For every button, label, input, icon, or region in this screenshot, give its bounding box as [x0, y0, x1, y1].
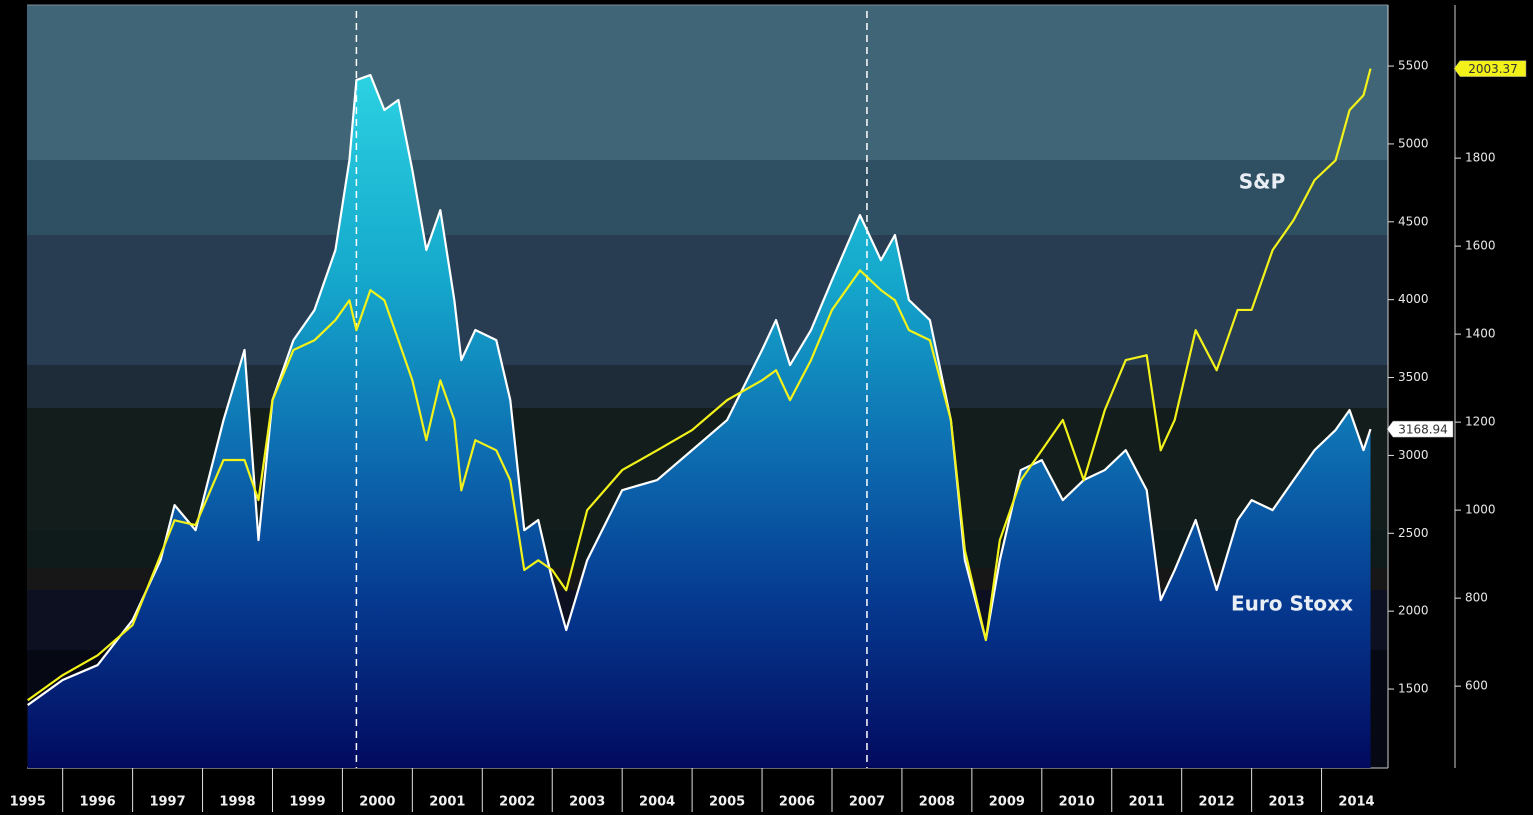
y-tick-label: 4000 [1398, 292, 1429, 306]
y-tick-label: 2000 [1398, 604, 1429, 618]
series-label: Euro Stoxx [1231, 592, 1353, 616]
x-tick-label: 2000 [359, 795, 395, 810]
value-tag-label: 3168.94 [1398, 423, 1448, 437]
x-tick-label: 2008 [919, 795, 955, 810]
x-tick-label: 1996 [80, 795, 116, 810]
value-tag [1386, 420, 1454, 438]
y-tick-label: 3500 [1398, 370, 1429, 384]
x-tick-label: 2006 [779, 795, 815, 810]
y-tick-label: 3000 [1398, 448, 1429, 462]
x-tick-label: 2005 [709, 795, 745, 810]
y-tick-label: 5000 [1398, 136, 1429, 150]
x-tick-label: 1999 [289, 795, 325, 810]
x-tick-label: 2011 [1129, 795, 1165, 810]
x-tick-label: 2007 [849, 795, 885, 810]
area-fill [27, 75, 1371, 768]
x-tick-label: 1995 [10, 795, 46, 810]
y2-tick-label: 1600 [1465, 239, 1496, 253]
series-label: S&P [1239, 170, 1286, 194]
y-tick-label: 5500 [1398, 59, 1429, 73]
y2-tick-label: 1800 [1465, 151, 1496, 165]
x-tick-label: 2013 [1268, 795, 1304, 810]
x-tick-label: 2009 [989, 795, 1025, 810]
x-tick-label: 2001 [429, 795, 465, 810]
x-tick-label: 1997 [149, 795, 185, 810]
x-tick-label: 2002 [499, 795, 535, 810]
y-tick-label: 1500 [1398, 682, 1429, 696]
x-tick-label: 1998 [219, 795, 255, 810]
plot-series [27, 11, 1372, 768]
y-tick-label: 2500 [1398, 526, 1429, 540]
y2-tick-label: 600 [1465, 679, 1488, 693]
y2-tick-label: 1400 [1465, 327, 1496, 341]
y2-tick-label: 1200 [1465, 415, 1496, 429]
series-line [27, 68, 1372, 702]
value-tag-label: 2003.37 [1468, 62, 1518, 76]
y2-tick-label: 1000 [1465, 503, 1496, 517]
x-tick-label: 2010 [1059, 795, 1095, 810]
y-tick-label: 4500 [1398, 214, 1429, 228]
x-tick-label: 2012 [1199, 795, 1235, 810]
series-line [27, 73, 1372, 706]
x-tick-label: 2004 [639, 795, 675, 810]
value-tag [1453, 60, 1527, 77]
x-tick-label: 2014 [1338, 795, 1374, 810]
x-tick-label: 2003 [569, 795, 605, 810]
y2-tick-label: 800 [1465, 591, 1488, 605]
